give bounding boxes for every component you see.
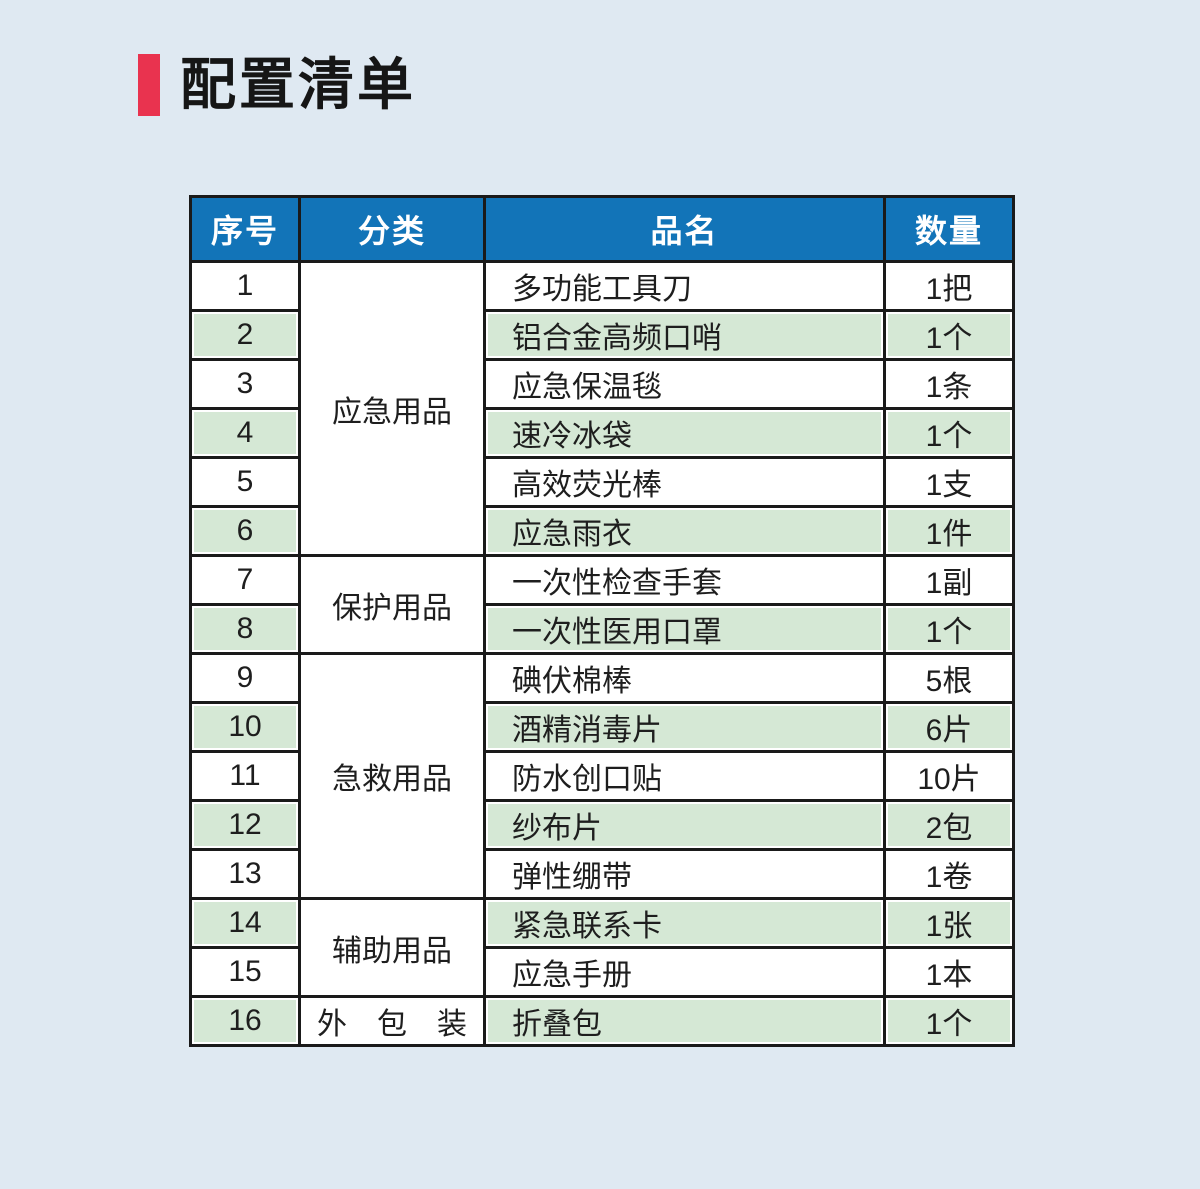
col-header-product: 品名 (483, 195, 886, 263)
cell-index: 11 (189, 750, 301, 802)
cell-quantity: 6片 (883, 701, 1015, 753)
config-table-head: 序号 分类 品名 数量 (189, 195, 1015, 263)
table-row: 12 纱布片 2包 (189, 799, 1015, 851)
cell-quantity: 1本 (883, 946, 1015, 998)
cell-product-name: 防水创口贴 (483, 750, 886, 802)
col-header-category: 分类 (298, 195, 486, 263)
table-row: 5 高效荧光棒 1支 (189, 456, 1015, 508)
cell-quantity: 1个 (883, 603, 1015, 655)
cell-index: 7 (189, 554, 301, 606)
cell-index: 5 (189, 456, 301, 508)
cell-product-name: 紧急联系卡 (483, 897, 886, 949)
cell-product-name: 一次性检查手套 (483, 554, 886, 606)
cell-index: 8 (189, 603, 301, 655)
cell-product-name: 多功能工具刀 (483, 260, 886, 312)
config-table-body: 1 应急用品 多功能工具刀 1把 2 铝合金高频口哨 1个 3 应急保温毯 1条 4 速冷冰袋 1个 5 高… (189, 260, 1015, 1047)
table-row: 16 外 包 装折叠包 1个 (189, 995, 1015, 1047)
title-accent-bar (138, 54, 160, 116)
cell-product-name: 酒精消毒片 (483, 701, 886, 753)
cell-quantity: 1条 (883, 358, 1015, 410)
header-row: 序号 分类 品名 数量 (189, 195, 1015, 263)
cell-index: 14 (189, 897, 301, 949)
table-row: 9 急救用品 碘伏棉棒 5根 (189, 652, 1015, 900)
cell-quantity: 1把 (883, 260, 1015, 312)
cell-category: 辅助用品 (298, 897, 486, 998)
title-block: 配置清单 (138, 54, 416, 116)
cell-quantity: 1件 (883, 505, 1015, 557)
cell-quantity: 1个 (883, 407, 1015, 459)
col-header-index: 序号 (189, 195, 301, 263)
cell-index: 10 (189, 701, 301, 753)
table-row: 3 应急保温毯 1条 (189, 358, 1015, 410)
table-row: 2 铝合金高频口哨 1个 (189, 309, 1015, 361)
cell-product-name: 碘伏棉棒 (483, 652, 886, 704)
cell-index: 15 (189, 946, 301, 998)
table-row: 4 速冷冰袋 1个 (189, 407, 1015, 459)
table-row: 8 一次性医用口罩 1个 (189, 603, 1015, 655)
config-list-table: 序号 分类 品名 数量 1 应急用品 多功能工具刀 1把 2 铝合金高频口哨 1个 3 应急保温毯 1条… (189, 195, 1015, 1047)
col-header-quantity: 数量 (883, 195, 1015, 263)
cell-index: 4 (189, 407, 301, 459)
cell-product-name: 应急保温毯 (483, 358, 886, 410)
cell-quantity: 1个 (883, 995, 1015, 1047)
page-title: 配置清单 (180, 53, 416, 116)
cell-quantity: 1个 (883, 309, 1015, 361)
cell-quantity: 5根 (883, 652, 1015, 704)
table-row: 13 弹性绷带 1卷 (189, 848, 1015, 900)
table-row: 1 应急用品 多功能工具刀 1把 (189, 260, 1015, 557)
table-row: 10 酒精消毒片 6片 (189, 701, 1015, 753)
table-row: 14 辅助用品 紧急联系卡 1张 (189, 897, 1015, 998)
cell-category: 急救用品 (298, 652, 486, 900)
cell-product-name: 纱布片 (483, 799, 886, 851)
cell-product-name: 应急雨衣 (483, 505, 886, 557)
cell-category: 应急用品 (298, 260, 486, 557)
table-row: 7 保护用品 一次性检查手套 1副 (189, 554, 1015, 655)
cell-index: 13 (189, 848, 301, 900)
cell-index: 1 (189, 260, 301, 312)
cell-index: 12 (189, 799, 301, 851)
table-row: 6 应急雨衣 1件 (189, 505, 1015, 557)
cell-product-name: 折叠包 (483, 995, 886, 1047)
cell-product-name: 高效荧光棒 (483, 456, 886, 508)
cell-index: 3 (189, 358, 301, 410)
cell-quantity: 1支 (883, 456, 1015, 508)
cell-product-name: 应急手册 (483, 946, 886, 998)
cell-quantity: 1副 (883, 554, 1015, 606)
cell-product-name: 弹性绷带 (483, 848, 886, 900)
cell-index: 2 (189, 309, 301, 361)
cell-quantity: 10片 (883, 750, 1015, 802)
table-row: 11 防水创口贴 10片 (189, 750, 1015, 802)
cell-product-name: 铝合金高频口哨 (483, 309, 886, 361)
cell-quantity: 1卷 (883, 848, 1015, 900)
cell-quantity: 2包 (883, 799, 1015, 851)
table-row: 15 应急手册 1本 (189, 946, 1015, 998)
cell-index: 16 (189, 995, 301, 1047)
cell-product-name: 速冷冰袋 (483, 407, 886, 459)
cell-category: 保护用品 (298, 554, 486, 655)
cell-quantity: 1张 (883, 897, 1015, 949)
cell-index: 6 (189, 505, 301, 557)
cell-index: 9 (189, 652, 301, 704)
cell-product-name: 一次性医用口罩 (483, 603, 886, 655)
cell-category: 外 包 装 (298, 995, 486, 1047)
